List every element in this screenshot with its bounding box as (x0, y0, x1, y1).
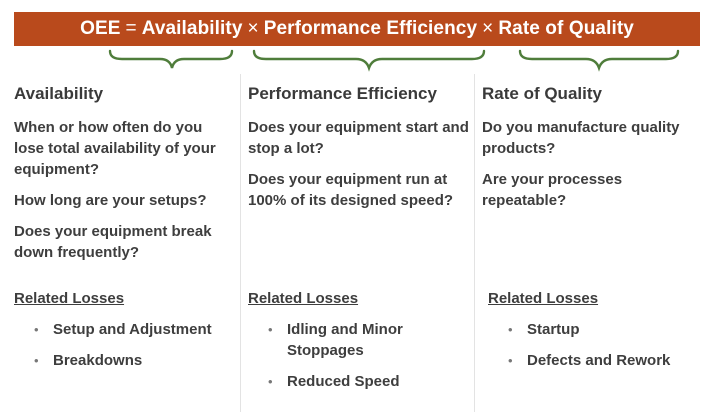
oee-label: OEE (80, 18, 121, 39)
quality-losses: Related Losses • Startup • Defects and Rew… (488, 290, 703, 381)
brace-quality (518, 49, 680, 72)
bullet-icon: • (508, 353, 513, 368)
bullet-icon: • (268, 374, 273, 389)
loss-item: • Reduced Speed (268, 373, 400, 390)
availability-losses: Related Losses • Setup and Adjustment • Br… (14, 290, 234, 381)
availability-question-3: Does your equipment break down frequentl… (14, 223, 212, 261)
loss-item: • Setup and Adjustment (34, 321, 212, 338)
bullet-icon: • (34, 322, 39, 337)
availability-question-2: How long are your setups? (14, 192, 207, 209)
availability-losses-title: Related Losses (14, 290, 125, 307)
brace-performance (252, 49, 486, 72)
bullet-icon: • (268, 322, 273, 337)
quality-question-2: Are your processes repeatable? (482, 171, 623, 209)
availability-heading: Availability (14, 84, 104, 103)
availability-column: Availability When or how often do you lo… (14, 84, 234, 273)
availability-term: Availability (141, 18, 243, 39)
loss-item: • Defects and Rework (508, 352, 671, 369)
quality-column: Rate of Quality Do you manufacture quali… (482, 84, 697, 221)
oee-formula-banner: OEE = Availability × Performance Efficie… (14, 12, 700, 46)
braces-group (108, 49, 680, 72)
performance-column: Performance Efficiency Does your equipme… (248, 84, 470, 221)
multiply-sign-1: × (247, 18, 259, 39)
bullet-icon: • (508, 322, 513, 337)
column-divider-2 (474, 74, 475, 412)
column-divider-1 (240, 74, 241, 412)
quality-losses-title: Related Losses (488, 290, 599, 307)
performance-question-1: Does your equipment start and stop a lot… (248, 119, 469, 157)
performance-losses: Related Losses • Idling and Minor Stoppag… (248, 290, 470, 402)
quality-question-1: Do you manufacture quality products? (482, 119, 680, 157)
bullet-icon: • (34, 353, 39, 368)
equals-sign: = (125, 18, 137, 39)
brace-availability (108, 49, 234, 69)
quality-term: Rate of Quality (498, 18, 634, 39)
loss-item: • Startup (508, 321, 580, 338)
availability-question-1: When or how often do you lose total avai… (14, 119, 216, 178)
multiply-sign-2: × (482, 18, 494, 39)
performance-question-2: Does your equipment run at 100% of its d… (248, 171, 454, 209)
performance-heading: Performance Efficiency (248, 84, 437, 103)
performance-losses-title: Related Losses (248, 290, 359, 307)
quality-heading: Rate of Quality (482, 84, 602, 103)
performance-term: Performance Efficiency (263, 18, 478, 39)
loss-item: • Breakdowns (34, 352, 143, 369)
loss-item: • Idling and Minor Stoppages (268, 321, 403, 359)
